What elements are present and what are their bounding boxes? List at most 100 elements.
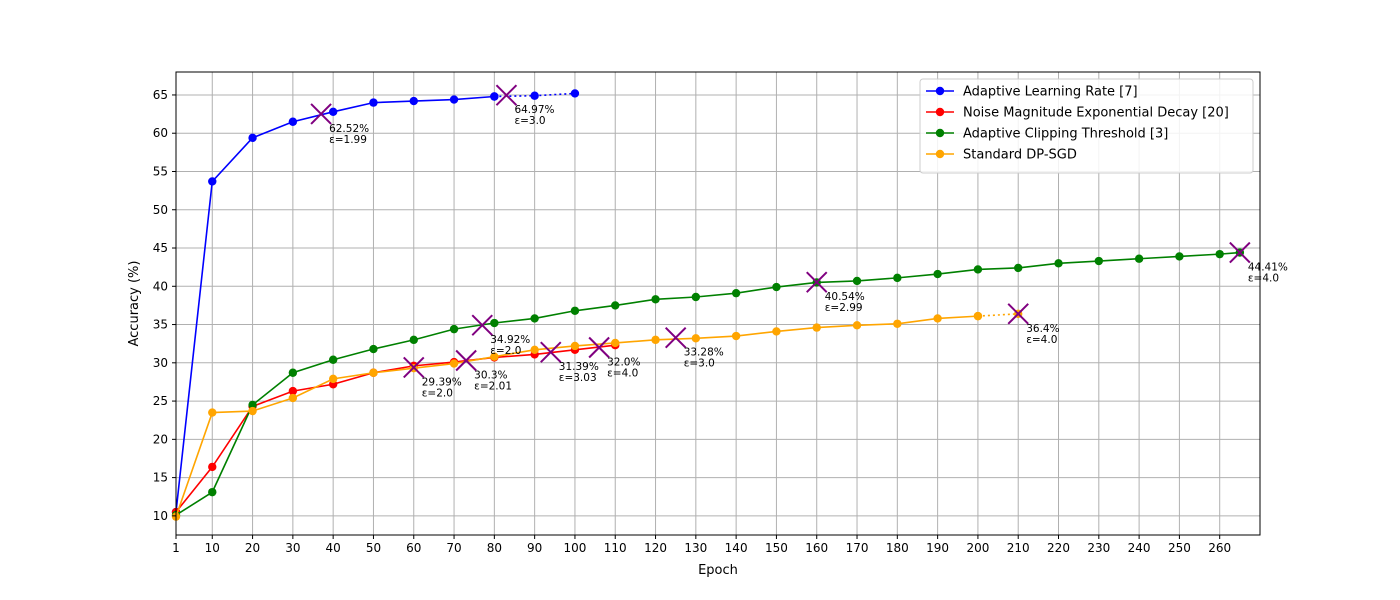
- marker-cross-stroke: [310, 103, 332, 125]
- data-point: [248, 400, 257, 410]
- data-point: [328, 374, 338, 384]
- epsilon-marker: 32.0%ε=4.0: [588, 336, 641, 380]
- annotation-epsilon: ε=2.0: [490, 345, 521, 357]
- data-point: [973, 265, 983, 274]
- x-tick-label: 20: [245, 541, 260, 555]
- legend-item: Standard DP-SGD: [926, 148, 1077, 163]
- data-point: [893, 319, 902, 328]
- annotation-epsilon: ε=2.99: [825, 302, 863, 314]
- data-point: [570, 341, 580, 351]
- epsilon-marker: 30.3%ε=2.01: [455, 349, 512, 393]
- marker-cross-stroke: [540, 341, 562, 363]
- epsilon-markers: 62.52%ε=1.9964.97%ε=3.030.3%ε=2.0131.39%…: [310, 84, 1288, 399]
- data-point: [1175, 252, 1184, 261]
- x-tick-label: 90: [527, 541, 542, 555]
- data-point: [369, 368, 378, 377]
- data-point: [933, 314, 942, 323]
- x-axis-title: Epoch: [698, 563, 738, 578]
- data-point: [570, 306, 580, 315]
- x-tick-label: 100: [563, 541, 586, 555]
- x-tick-label: 220: [1047, 541, 1070, 555]
- annotation-accuracy: 44.41%: [1248, 262, 1288, 274]
- legend-label: Noise Magnitude Exponential Decay [20]: [963, 106, 1229, 121]
- data-point: [772, 282, 781, 292]
- y-tick-label: 60: [153, 126, 168, 140]
- epsilon-marker: 33.28%ε=3.0: [664, 327, 724, 370]
- data-point: [691, 292, 701, 302]
- annotation-epsilon: ε=3.0: [684, 358, 715, 370]
- y-tick-label: 25: [153, 394, 168, 408]
- data-point: [973, 311, 983, 321]
- annotation-epsilon: ε=4.0: [1026, 334, 1057, 346]
- annotation-accuracy: 31.39%: [559, 361, 599, 373]
- series-dotted-line: [977, 313, 1019, 317]
- y-tick-label: 35: [153, 318, 168, 332]
- data-point: [288, 117, 298, 126]
- annotation-accuracy: 33.28%: [684, 347, 724, 359]
- y-tick-label: 30: [153, 356, 168, 370]
- marker-cross-stroke: [664, 327, 687, 349]
- epsilon-marker: 62.52%ε=1.99: [310, 103, 369, 146]
- marker-cross-stroke: [588, 336, 610, 359]
- annotation-epsilon: ε=3.03: [559, 372, 597, 384]
- x-tick-label: 260: [1208, 541, 1231, 555]
- x-tick-label: 150: [765, 541, 788, 555]
- data-point: [1014, 263, 1023, 273]
- series-line: [175, 251, 1240, 516]
- marker-cross-stroke: [806, 271, 828, 293]
- annotation-epsilon: ε=3.0: [514, 115, 545, 127]
- data-point: [490, 318, 499, 328]
- data-point: [248, 406, 257, 416]
- data-point: [893, 273, 902, 283]
- y-tick-label: 20: [153, 432, 168, 446]
- annotation-epsilon: ε=2.0: [422, 387, 453, 399]
- series-layer: [171, 89, 1245, 521]
- y-axis-title: Accuracy (%): [127, 261, 142, 347]
- annotation-accuracy: 40.54%: [825, 291, 865, 303]
- data-point: [611, 301, 620, 310]
- data-point: [328, 107, 338, 116]
- data-point: [208, 408, 217, 417]
- data-point: [611, 338, 620, 348]
- data-point: [530, 91, 539, 100]
- data-point: [731, 288, 741, 298]
- x-tick-label: 140: [725, 541, 748, 555]
- data-point: [288, 393, 298, 403]
- data-point: [208, 177, 217, 186]
- data-point: [208, 462, 217, 472]
- data-point: [288, 368, 298, 377]
- y-tick-label: 10: [153, 509, 168, 523]
- x-tick-label: 40: [326, 541, 341, 555]
- data-point: [651, 295, 660, 304]
- data-point: [490, 92, 499, 101]
- x-tick-label: 190: [926, 541, 949, 555]
- data-point: [208, 487, 217, 497]
- legend-label: Standard DP-SGD: [963, 148, 1077, 163]
- series-line: [175, 344, 616, 513]
- x-tick-label: 60: [406, 541, 421, 555]
- data-point: [812, 323, 821, 332]
- annotation-accuracy: 36.4%: [1026, 323, 1059, 335]
- data-point: [1054, 259, 1063, 268]
- annotation-epsilon: ε=1.99: [329, 134, 367, 146]
- data-point: [409, 335, 418, 345]
- x-tick-label: 110: [604, 541, 627, 555]
- marker-cross-stroke: [403, 356, 425, 379]
- y-tick-label: 40: [153, 279, 168, 293]
- data-point: [852, 276, 862, 286]
- marker-cross-stroke: [471, 314, 493, 336]
- data-point: [691, 334, 701, 343]
- annotation-epsilon: ε=2.01: [474, 381, 512, 393]
- legend-item: Adaptive Learning Rate [7]: [926, 85, 1138, 100]
- data-point: [1094, 256, 1104, 266]
- x-tick-label: 210: [1007, 541, 1030, 555]
- annotation-accuracy: 34.92%: [490, 334, 530, 346]
- marker-cross-stroke: [1007, 303, 1029, 325]
- data-point: [449, 95, 459, 104]
- legend-marker-swatch: [935, 107, 945, 117]
- x-tick-label: 30: [285, 541, 300, 555]
- epsilon-marker: 36.4%ε=4.0: [1007, 303, 1060, 346]
- series-1: [171, 341, 620, 517]
- legend-marker-swatch: [935, 86, 945, 96]
- annotation-accuracy: 64.97%: [514, 104, 554, 116]
